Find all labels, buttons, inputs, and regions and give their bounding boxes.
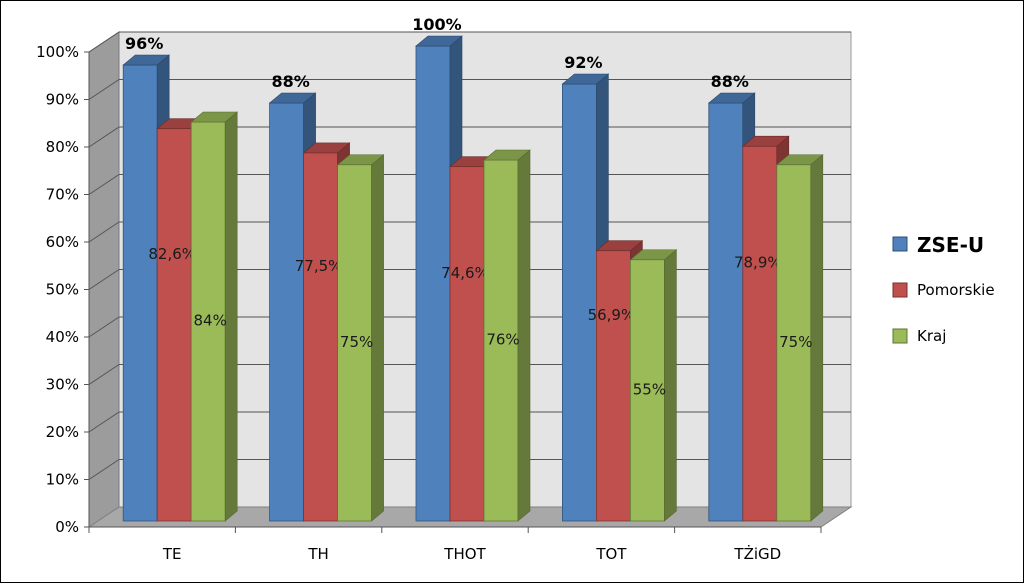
category-label: THOT	[443, 545, 486, 563]
bar	[337, 164, 373, 522]
bar-side	[517, 149, 531, 522]
data-label: 75%	[340, 333, 373, 351]
category-label: TŻiGD	[733, 544, 781, 563]
gridline-side	[88, 459, 120, 480]
bar	[122, 64, 158, 522]
legend-label: Kraj	[917, 327, 946, 345]
bar	[708, 102, 744, 522]
data-label: 92%	[564, 53, 602, 72]
data-label: 100%	[412, 15, 461, 34]
data-label: 74,6%	[441, 264, 489, 282]
y-tick-label: 80%	[46, 138, 79, 156]
bar	[415, 45, 451, 522]
category-label: TE	[162, 545, 182, 563]
category-label: TH	[307, 545, 328, 563]
y-tick-label: 30%	[46, 376, 79, 394]
bar-top	[190, 111, 239, 123]
bar-top	[483, 149, 531, 161]
y-tick-label: 10%	[46, 471, 79, 489]
bar-side	[224, 111, 238, 522]
bar-top	[415, 35, 463, 47]
gridline-side	[88, 411, 120, 433]
data-label: 82,6%	[148, 245, 196, 263]
y-tick-label: 70%	[46, 186, 79, 204]
gridline-side	[88, 221, 120, 243]
y-tick-label: 0%	[55, 518, 79, 536]
y-tick-label: 40%	[46, 328, 79, 346]
gridline-side	[88, 31, 120, 53]
gridline-side	[88, 174, 120, 195]
legend-swatch	[892, 328, 908, 344]
legend-swatch	[892, 282, 908, 298]
bar-side	[371, 154, 384, 522]
data-label: 96%	[125, 34, 163, 53]
gridline-side	[88, 79, 120, 100]
bar-top	[268, 92, 317, 104]
data-label: 56,9%	[588, 306, 636, 324]
y-tick-label: 100%	[36, 43, 79, 61]
bar	[449, 166, 485, 522]
bar	[269, 102, 305, 522]
bar-top	[122, 54, 171, 66]
data-label: 84%	[194, 312, 227, 330]
bar-top	[707, 92, 756, 104]
data-label: 76%	[486, 331, 519, 349]
bar	[190, 121, 226, 522]
legend-label: Pomorskie	[917, 281, 995, 299]
bar	[562, 83, 597, 522]
y-tick-label: 60%	[46, 233, 79, 251]
bar-top	[595, 240, 644, 252]
bar-top	[336, 154, 385, 166]
gridline-side	[88, 269, 120, 290]
data-label: 77,5%	[295, 257, 343, 275]
bar-top	[741, 135, 790, 147]
category-label: TOT	[595, 545, 627, 563]
bar-top	[775, 154, 824, 166]
data-label: 75%	[779, 333, 812, 351]
bar-top	[629, 249, 678, 261]
bar-side	[664, 249, 677, 522]
bar	[742, 145, 778, 522]
bar	[776, 164, 812, 522]
gridline-side	[88, 364, 120, 385]
y-tick-label: 20%	[46, 423, 79, 441]
legend-swatch	[892, 236, 908, 252]
data-label: 78,9%	[734, 254, 782, 272]
bar-side	[810, 154, 824, 522]
bar-top	[302, 142, 351, 154]
data-label: 55%	[633, 380, 666, 398]
legend-label: ZSE-U	[917, 233, 984, 257]
bar-top	[561, 73, 610, 85]
y-tick-label: 90%	[46, 91, 79, 109]
y-tick-label: 50%	[46, 281, 79, 299]
gridline-side	[88, 316, 120, 338]
data-label: 88%	[711, 72, 749, 91]
bar	[596, 250, 631, 522]
bar	[303, 152, 339, 522]
gridline-side	[88, 126, 120, 148]
data-label: 88%	[271, 72, 309, 91]
bar	[156, 128, 192, 522]
